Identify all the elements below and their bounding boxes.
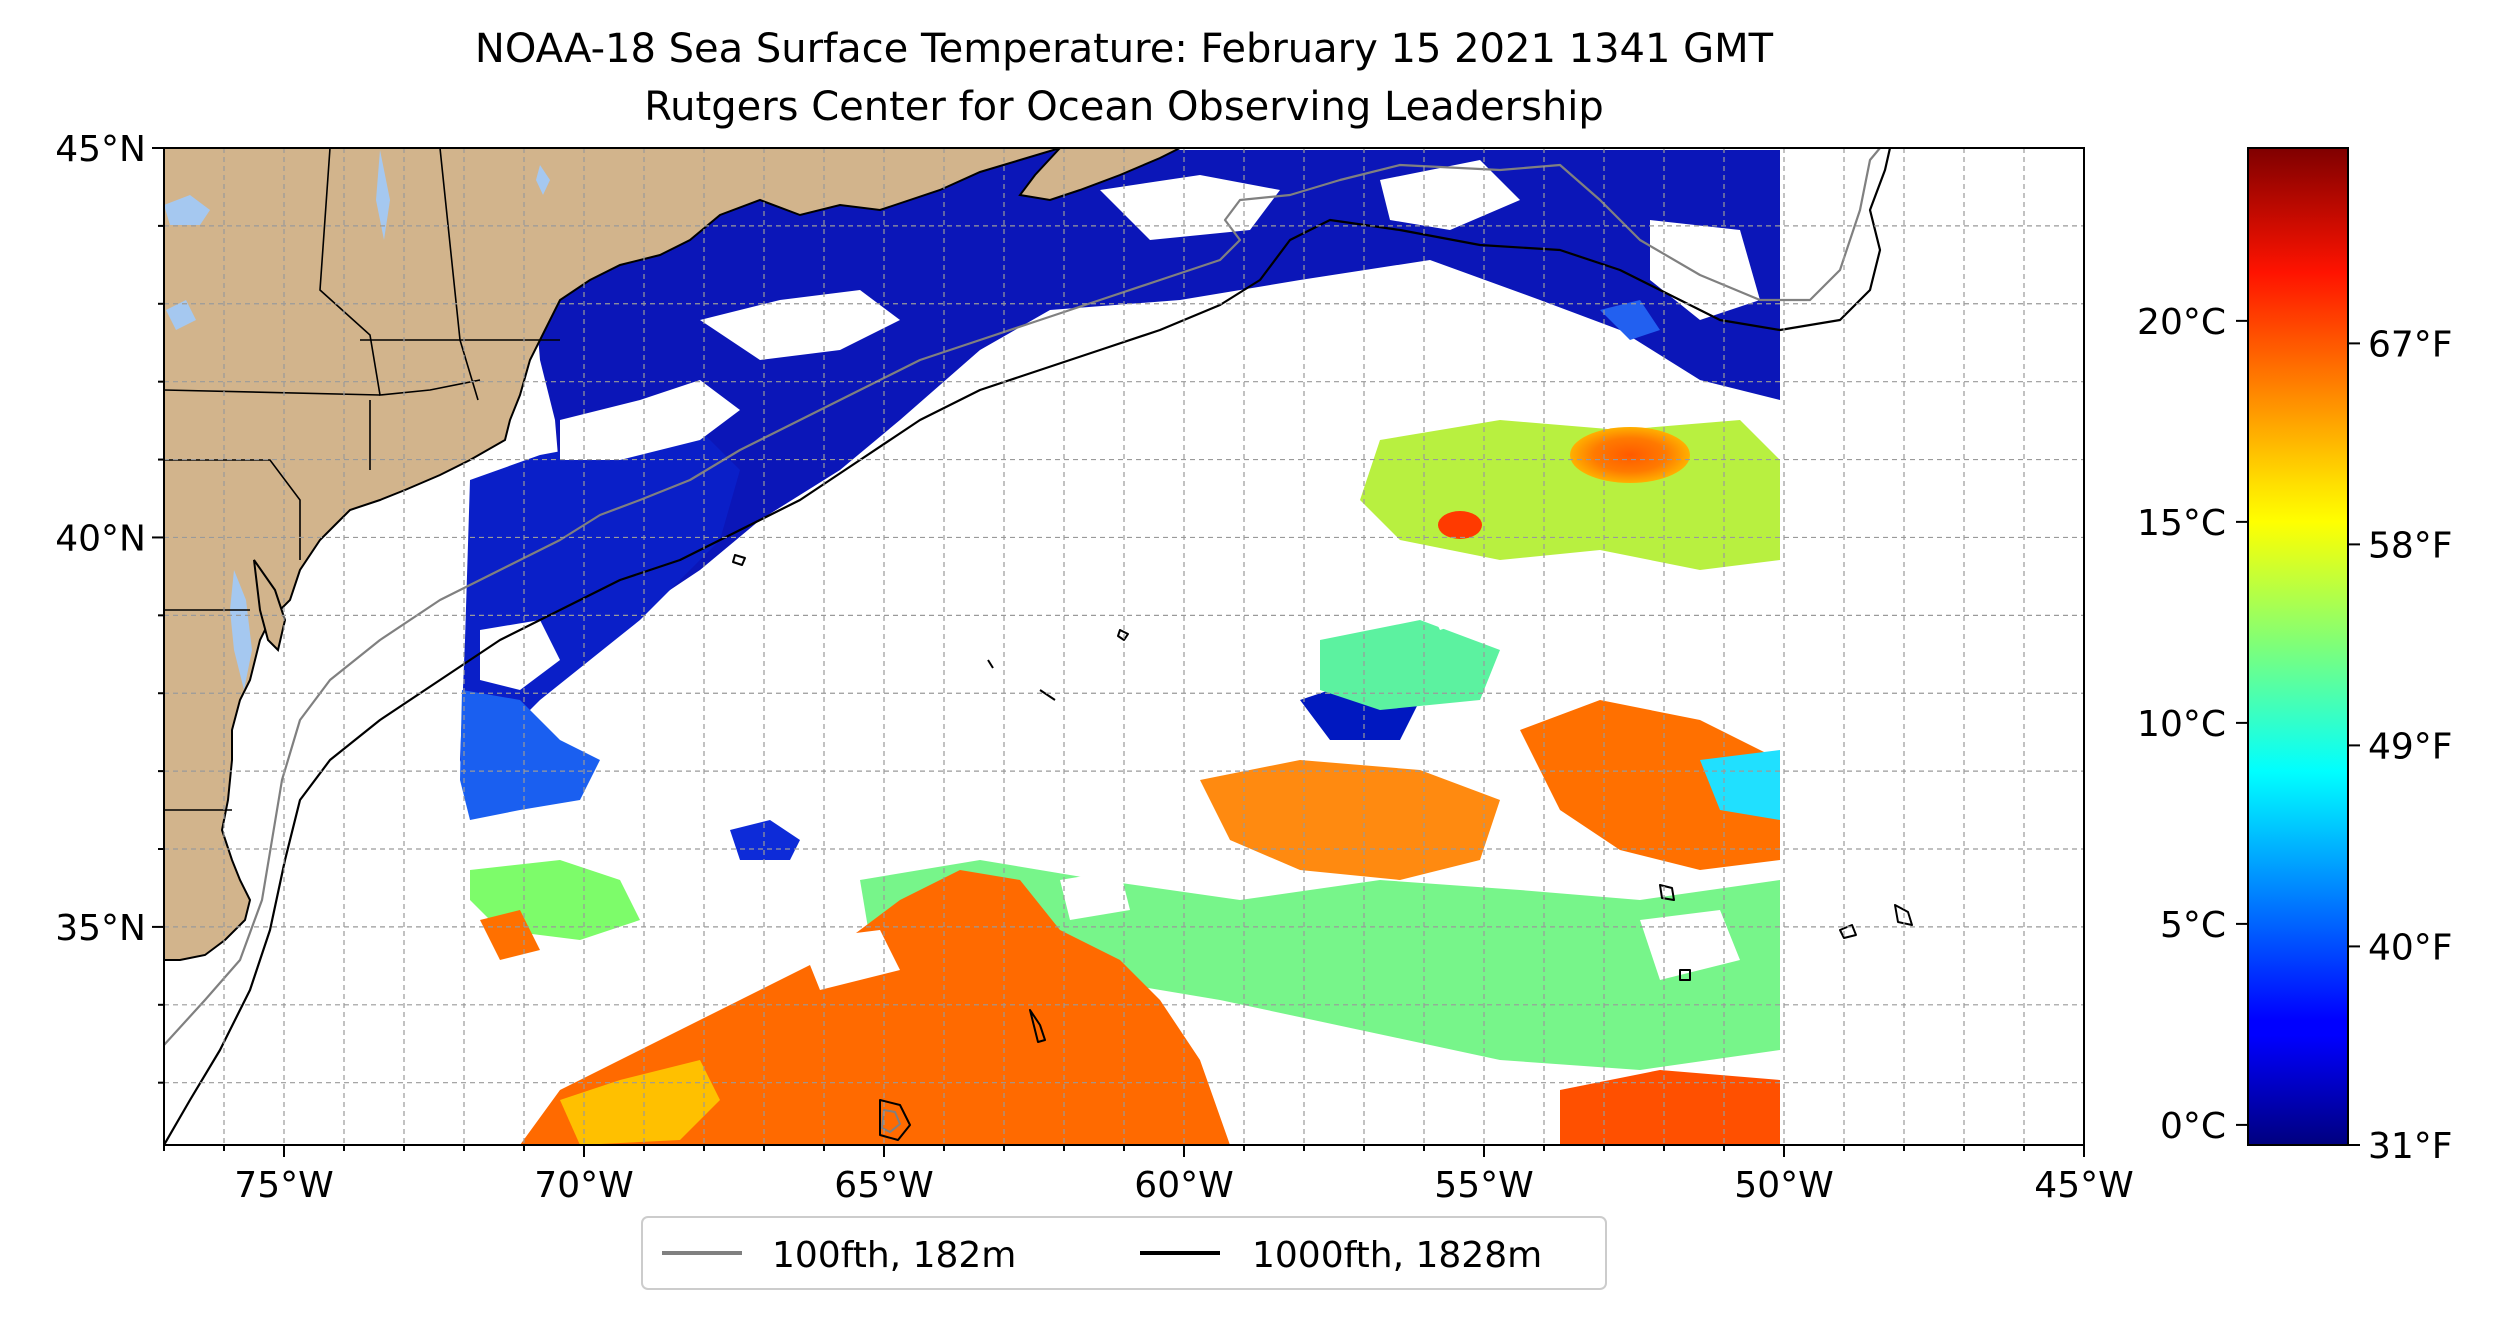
sst-green-patches [1320, 620, 1500, 710]
sst-hot-spot [1438, 511, 1482, 539]
land-delmarva [253, 559, 287, 652]
legend: 100fth, 182m 1000fth, 1828m [641, 1216, 1607, 1290]
sst-cyan-edge [1700, 750, 1780, 820]
map-axis-ticks: 75°W 70°W 65°W 60°W 55°W 50°W 45°W 45°N 40°N 35°N [55, 129, 2133, 1206]
land-nova-scotia [1018, 148, 1181, 202]
lon-tick-label: 45°W [2034, 1165, 2133, 1206]
seamount-contour [1039, 689, 1056, 701]
lake [376, 150, 390, 240]
gridlines [164, 148, 2084, 1145]
cloud-gap [700, 290, 900, 360]
colorbar-fahrenheit-label: 58°F [2368, 525, 2453, 566]
lat-tick-label: 45°N [55, 129, 146, 170]
title-line-2: Rutgers Center for Ocean Observing Leade… [644, 84, 1604, 130]
chesapeake-bay [230, 570, 252, 690]
cloud-gap [1380, 160, 1520, 230]
sst-west-orange [480, 910, 540, 960]
land [164, 148, 1181, 961]
state-border [164, 459, 301, 560]
colorbar-ticks: 0°C 5°C 10°C 15°C 20°C 31°F 40°F 49°F 58°F 67°F [2137, 302, 2452, 1167]
cloud-gaps [480, 160, 1760, 690]
colorbar-celsius-label: 0°C [2160, 1106, 2226, 1147]
sst-yellow-patch [560, 1060, 720, 1145]
seamount-contour [732, 554, 746, 566]
seamount-contour [1117, 629, 1129, 641]
cloud-gap [560, 380, 740, 460]
state-border [319, 148, 481, 396]
colorbar-fahrenheit-label: 67°F [2368, 324, 2453, 365]
sst-blue-south [730, 820, 800, 860]
lon-tick-label: 65°W [834, 1165, 933, 1206]
sst-warm-southeast [1560, 1070, 1780, 1145]
cloud-gap [1650, 220, 1760, 320]
sst-warm-eddy [1570, 427, 1690, 483]
lake [164, 195, 210, 225]
sst-blue-strip [460, 690, 600, 820]
lon-tick-label: 55°W [1434, 1165, 1533, 1206]
cloud-gap [1100, 175, 1280, 240]
seamount-contour [1894, 904, 1913, 926]
lon-tick-label: 75°W [234, 1165, 333, 1206]
cloud-gap [1420, 580, 1500, 630]
lat-tick-label: 40°N [55, 518, 146, 559]
cloud-gaps-south [800, 580, 1740, 990]
cloud-gap [480, 620, 560, 690]
cloud-gap [1060, 870, 1130, 920]
colorbar-celsius-label: 20°C [2137, 302, 2226, 343]
legend-label-100fth: 100fth, 182m [772, 1235, 1016, 1276]
land-north-america [164, 148, 1061, 961]
colorbar-fahrenheit-label: 40°F [2368, 927, 2453, 968]
sst-warm-mid [1200, 760, 1500, 880]
colorbar-fahrenheit-label: 31°F [2368, 1126, 2453, 1167]
seamount-contour [1029, 1009, 1046, 1043]
seamount-contour [879, 1099, 911, 1141]
colorbar-celsius-label: 15°C [2137, 503, 2226, 544]
lon-tick-label: 50°W [1734, 1165, 1833, 1206]
colorbar-celsius-label: 5°C [2160, 905, 2226, 946]
sst-warm-region [470, 420, 1780, 1145]
title-line-1: NOAA-18 Sea Surface Temperature: Februar… [475, 26, 1774, 72]
contour-1000fth [164, 148, 1892, 1145]
legend-label-1000fth: 1000fth, 1828m [1252, 1235, 1542, 1276]
seamount-contour [1659, 884, 1675, 901]
inland-water [164, 150, 550, 690]
sst-warm-east [1520, 700, 1780, 870]
colorbar: 0°C 5°C 10°C 15°C 20°C 31°F 40°F 49°F 58°F 67°F [2137, 147, 2453, 1167]
seamount-contour [1679, 969, 1691, 981]
legend-box [641, 1216, 1607, 1290]
lake [536, 165, 550, 195]
lon-tick-label: 70°W [534, 1165, 633, 1206]
lon-tick-label: 60°W [1134, 1165, 1233, 1206]
colorbar-gradient [2247, 147, 2349, 1146]
cloud-gap [800, 930, 900, 990]
colorbar-fahrenheit-label: 49°F [2368, 726, 2453, 767]
seamount-contour [987, 659, 994, 669]
sst-blue-eddy [1600, 300, 1660, 340]
sst-cold-patch-gulf-of-maine [520, 150, 1780, 650]
lake [166, 300, 196, 330]
colorbar-celsius-label: 10°C [2137, 704, 2226, 745]
cloud-gap [1140, 810, 1220, 870]
map-panel: 75°W 70°W 65°W 60°W 55°W 50°W 45°W 45°N 40°N 35°N [55, 129, 2133, 1206]
seamount-contour [881, 1109, 901, 1133]
lat-tick-label: 35°N [55, 908, 146, 949]
